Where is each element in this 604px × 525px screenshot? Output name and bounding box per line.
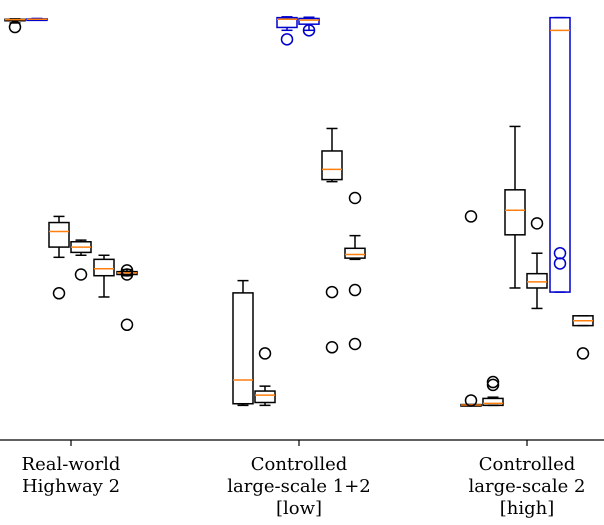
x-tick-label-1-line-0: Controlled — [251, 454, 348, 475]
box-13 — [482, 375, 504, 407]
box-11-flier-2 — [348, 337, 362, 351]
box-11-flier-0 — [348, 191, 362, 205]
box-17 — [572, 315, 594, 360]
box-15-body — [526, 272, 548, 289]
box-5-flier-0 — [120, 264, 134, 277]
x-tick-label-1-line-2: [low] — [276, 498, 322, 519]
box-7-flier-0 — [258, 347, 272, 360]
box-9-flier-0 — [302, 24, 316, 37]
box-7-body — [254, 390, 276, 404]
box-4 — [93, 254, 115, 298]
box-2-flier-0 — [52, 287, 66, 300]
box-2 — [48, 215, 70, 300]
box-0 — [4, 18, 26, 34]
box-17-flier-0 — [576, 347, 590, 360]
box-5 — [116, 264, 138, 332]
box-12 — [460, 210, 482, 407]
x-tick-label-2-line-1: large-scale 2 — [469, 476, 586, 497]
box-11-body — [344, 247, 366, 259]
box-6-body — [232, 292, 254, 405]
box-15-flier-0 — [530, 217, 544, 230]
boxes-layer — [4, 16, 594, 407]
box-5-flier-1 — [120, 268, 134, 281]
box-8-body — [276, 16, 298, 29]
box-16 — [549, 16, 571, 293]
x-tick-label-0-line-1: Highway 2 — [22, 476, 120, 497]
box-5-flier-2 — [120, 318, 134, 332]
box-10-flier-0 — [325, 285, 339, 299]
box-10-flier-1 — [325, 341, 339, 354]
box-16-flier-0 — [553, 246, 567, 260]
box-16-flier-1 — [553, 257, 567, 270]
box-4-body — [93, 258, 115, 277]
box-16-body — [549, 16, 571, 293]
box-2-body — [48, 221, 70, 248]
box-0-flier-0 — [8, 20, 22, 34]
box-12-flier-1 — [464, 210, 478, 223]
box-15 — [526, 217, 548, 310]
box-13-body — [482, 397, 504, 407]
box-12-flier-0 — [464, 394, 478, 407]
box-10-body — [321, 150, 343, 181]
x-tick-label-1-line-1: large-scale 1+2 — [227, 476, 371, 497]
box-10 — [321, 127, 343, 354]
box-14-body — [504, 189, 526, 236]
x-tick-label-2-line-2: [high] — [500, 498, 555, 519]
box-7 — [254, 347, 276, 407]
box-13-flier-1 — [486, 375, 500, 389]
box-11 — [344, 191, 366, 351]
box-6 — [232, 279, 254, 407]
x-tick-label-2-line-0: Controlled — [479, 454, 576, 475]
box-3 — [70, 239, 92, 281]
box-8 — [276, 16, 298, 46]
box-11-flier-1 — [348, 283, 362, 297]
box-3-flier-0 — [74, 268, 88, 281]
box-1 — [26, 17, 48, 22]
box-8-flier-0 — [280, 33, 294, 46]
box-9-body — [298, 17, 320, 25]
box-14 — [504, 125, 526, 289]
x-tick-label-0-line-0: Real-world — [22, 454, 121, 475]
box-9 — [298, 16, 320, 37]
